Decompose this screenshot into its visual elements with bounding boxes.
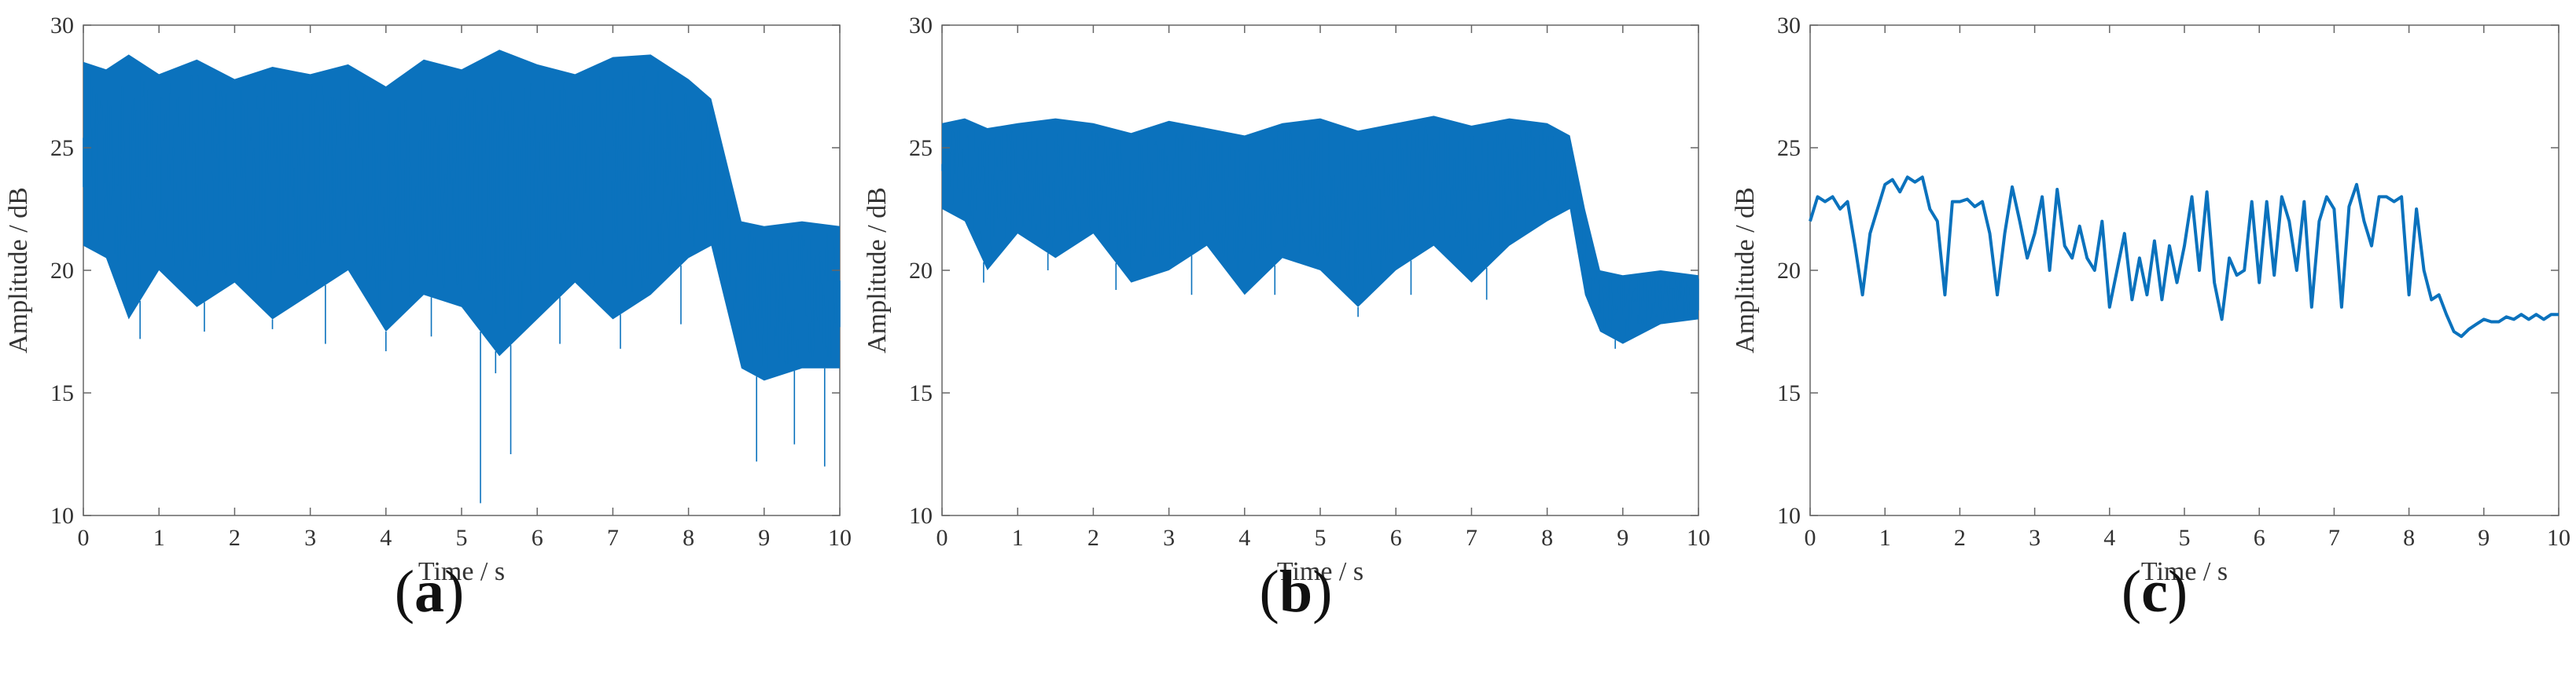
y-tick-label: 15 <box>909 380 933 406</box>
y-axis-label: Amplitude / dB <box>863 187 892 354</box>
x-tick-label: 4 <box>1238 525 1250 551</box>
x-tick-label: 8 <box>1541 525 1553 551</box>
x-axis-label: Time / s <box>1277 557 1363 586</box>
y-tick-label: 10 <box>1777 503 1801 529</box>
panel-a: 0 1 2 3 4 5 6 7 8 9 10 10 15 20 25 30 Time / s Amplitude … <box>0 0 859 686</box>
x-tick-label: 6 <box>532 525 543 551</box>
panel-b: 0 1 2 3 4 5 6 7 8 9 10 10 15 20 25 30 Time / s Amplitude … <box>859 0 1717 686</box>
x-tick-label: 1 <box>153 525 165 551</box>
x-tick-label: 8 <box>2403 525 2415 551</box>
x-tick-label: 3 <box>304 525 316 551</box>
x-tick-label: 7 <box>2328 525 2340 551</box>
panel-label-open: ( <box>394 559 414 625</box>
panel-label-close: ) <box>2167 559 2188 625</box>
panel-label-a: (a) <box>382 558 477 626</box>
y-tick-label: 15 <box>50 380 74 406</box>
panel-label-b: (b) <box>1249 558 1343 626</box>
series-band <box>941 116 1699 349</box>
series-band <box>83 50 841 504</box>
y-tick-label: 15 <box>1777 380 1801 406</box>
x-tick-label: 0 <box>1805 525 1816 551</box>
x-tick-label: 7 <box>1466 525 1478 551</box>
panel-label-c: (c) <box>2107 558 2202 626</box>
x-tick-label: 10 <box>2547 525 2570 551</box>
x-axis-label: Time / s <box>2141 557 2228 586</box>
panel-label-letter: b <box>1279 559 1313 625</box>
x-tick-label: 2 <box>229 525 241 551</box>
series-line <box>1809 175 2559 339</box>
band-envelope <box>83 50 840 381</box>
x-tick-label: 9 <box>2478 525 2490 551</box>
y-tick-label: 25 <box>909 135 933 161</box>
y-tick-label: 30 <box>1777 13 1801 39</box>
x-tick-label: 1 <box>1879 525 1891 551</box>
y-tick-label: 30 <box>50 13 74 39</box>
y-tick-label: 30 <box>909 13 933 39</box>
x-tick-label: 5 <box>1315 525 1327 551</box>
x-tick-label: 9 <box>758 525 770 551</box>
chart-c-svg: 0 1 2 3 4 5 6 7 8 9 10 10 15 20 25 30 Time / s Amplitude … <box>1731 13 2570 586</box>
x-tick-label: 8 <box>683 525 694 551</box>
x-tick-label: 6 <box>1390 525 1402 551</box>
y-tick-label: 25 <box>1777 135 1801 161</box>
x-tick-label: 7 <box>607 525 619 551</box>
panel-label-letter: c <box>2141 559 2168 625</box>
y-tick-label: 20 <box>909 258 933 284</box>
y-tick-label: 20 <box>1777 258 1801 284</box>
x-tick-label: 4 <box>380 525 392 551</box>
y-tick-label: 10 <box>50 503 74 529</box>
x-tick-label: 5 <box>456 525 468 551</box>
panel-label-letter: a <box>414 559 444 625</box>
panel-label-close: ) <box>1312 559 1333 625</box>
x-tick-label: 3 <box>2029 525 2041 551</box>
band-texture <box>941 125 1699 337</box>
panel-label-close: ) <box>444 559 465 625</box>
y-axis-label: Amplitude / dB <box>4 187 33 354</box>
y-tick-label: 10 <box>909 503 933 529</box>
x-tick-label: 6 <box>2254 525 2265 551</box>
x-tick-label: 3 <box>1163 525 1175 551</box>
x-tick-label: 9 <box>1617 525 1628 551</box>
x-tick-label: 5 <box>2179 525 2191 551</box>
x-tick-label: 0 <box>78 525 90 551</box>
x-tick-label: 10 <box>828 525 852 551</box>
x-tick-label: 2 <box>1954 525 1966 551</box>
panel-label-open: ( <box>1259 559 1279 625</box>
y-tick-label: 25 <box>50 135 74 161</box>
chart-a-svg: 0 1 2 3 4 5 6 7 8 9 10 10 15 20 25 30 Time / s Amplitude … <box>4 13 852 586</box>
x-tick-label: 0 <box>937 525 948 551</box>
panel-label-open: ( <box>2121 559 2142 625</box>
panel-c: 0 1 2 3 4 5 6 7 8 9 10 10 15 20 25 30 Time / s Amplitude … <box>1717 0 2576 686</box>
y-tick-label: 20 <box>50 258 74 284</box>
chart-b-svg: 0 1 2 3 4 5 6 7 8 9 10 10 15 20 25 30 Time / s Amplitude … <box>863 13 1710 586</box>
x-tick-label: 4 <box>2103 525 2115 551</box>
band-texture <box>83 70 841 369</box>
x-tick-label: 10 <box>1687 525 1710 551</box>
y-axis-label: Amplitude / dB <box>1731 187 1760 354</box>
x-tick-label: 2 <box>1087 525 1099 551</box>
x-tick-label: 1 <box>1012 525 1024 551</box>
plot-frame <box>1809 24 2559 516</box>
x-axis-label: Time / s <box>418 557 505 586</box>
